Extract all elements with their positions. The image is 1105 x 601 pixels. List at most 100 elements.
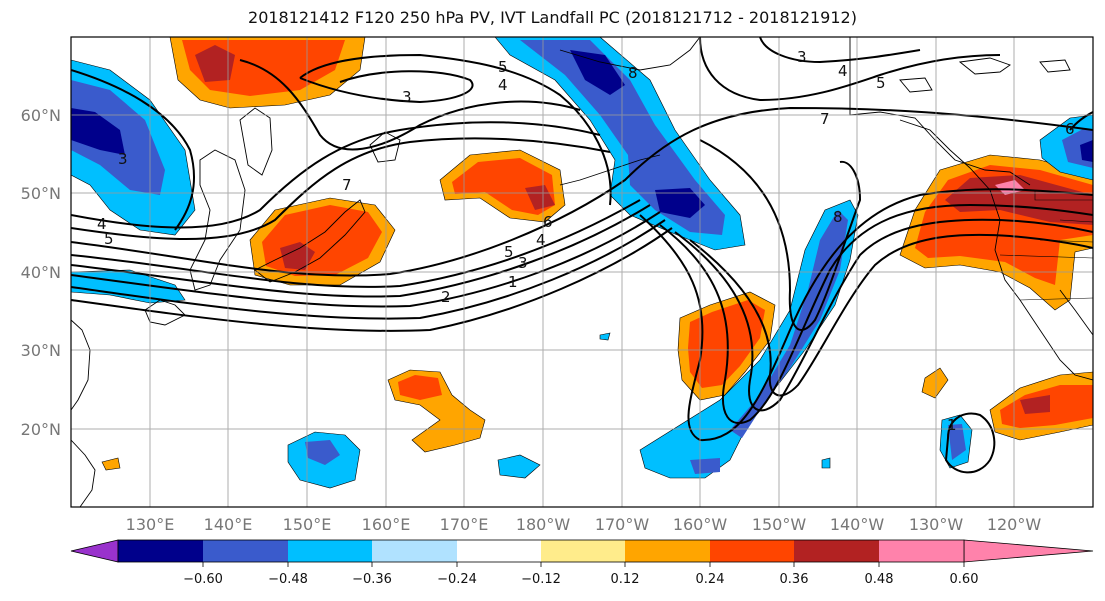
contour-label: 7 [342,176,352,194]
contour-label: 8 [833,208,843,226]
lon-label: 160°E [362,515,411,534]
coastline [899,77,933,93]
contour-line [71,137,611,240]
border-line [1019,297,1093,301]
positive-anomaly [101,457,121,471]
colorbar-tick-label: 0.60 [950,572,979,587]
contour-label: 3 [797,48,807,66]
negative-anomaly [730,210,848,438]
colorbar-tick-label: 0.24 [696,572,725,587]
coastline [958,57,1011,75]
contour-line [759,37,921,64]
colorbar-tick-label: −0.24 [437,572,477,587]
contour-line [71,199,641,288]
contour-line [699,37,1001,102]
contour-label: 8 [628,64,638,82]
positive-anomaly [921,367,949,399]
lat-labels: 60°N 50°N 40°N 30°N 20°N [21,106,61,439]
positive-anomaly [945,175,1093,225]
coastline [189,149,246,291]
contour-label: 3 [402,88,412,106]
positive-anomaly [398,375,442,400]
colorbar-tick-label: −0.48 [268,572,308,587]
lon-label: 150°W [752,515,807,534]
contour-line [699,139,862,331]
colorbar-segment [288,540,372,562]
coastline [239,107,273,176]
negative-anomaly [570,50,625,95]
lon-label: 130°E [126,515,175,534]
lon-labels: 130°E 140°E 150°E 160°E 170°E 180°W 170°… [126,515,1042,534]
colorbar-segment [794,540,879,562]
negative-anomaly [821,457,831,469]
border-line [999,254,1093,259]
contour-line [639,188,1093,442]
coastline [1039,59,1071,73]
negative-anomaly [305,440,340,465]
negative-anomaly [948,424,966,460]
colorbar: −0.60 −0.48 −0.36 −0.24 −0.12 0.12 0.24 … [70,539,1094,587]
colorbar-tick-label: −0.60 [183,572,223,587]
negative-anomaly [71,108,125,155]
contour-label: 4 [838,62,848,80]
colorbar-tick-label: −0.12 [521,572,561,587]
lon-label: 170°E [440,515,489,534]
positive-anomaly [452,158,555,215]
map-frame [70,36,1094,508]
lat-label: 50°N [21,184,61,203]
colorbar-segment [372,540,457,562]
lat-label: 60°N [21,106,61,125]
colorbar-segment [203,540,288,562]
contour-label: 5 [504,243,514,261]
lon-label: 130°W [909,515,964,534]
positive-anomaly [688,300,765,388]
coastline [849,37,1031,186]
coastline [71,439,96,507]
colorbar-extend-min [70,539,119,563]
contour-line [71,69,196,231]
lon-label: 140°E [204,515,253,534]
contour-line [944,412,996,474]
contour-label: 5 [498,58,508,76]
contour-line [71,211,661,308]
colorbar-segment [118,540,203,562]
coastline [144,299,186,326]
contour-label: 6 [1065,120,1075,138]
contour-label: 6 [543,213,553,231]
coastlines [71,37,1093,507]
negative-anomaly [599,332,611,341]
map-title: 2018121412 F120 250 hPa PV, IVT Landfall… [248,8,857,27]
lat-label: 30°N [21,341,61,360]
contour-line [71,204,651,298]
colorbar-tick-label: 0.48 [865,572,894,587]
colorbar-segment [879,540,964,562]
contour-line [689,233,1093,397]
contour-line [239,59,581,151]
lat-label: 20°N [21,420,61,439]
lon-label: 120°W [987,515,1042,534]
negative-anomaly [639,199,859,479]
negative-anomaly [655,188,705,218]
coastline [899,119,1093,381]
gridlines [71,37,1093,507]
colorbar-segment [457,540,541,562]
contour-label: 2 [441,288,451,306]
contour-label: 4 [536,231,546,249]
colorbar-segment [541,540,625,562]
coastline [559,37,701,71]
negative-anomaly [1080,140,1093,162]
coastline [369,131,401,163]
contour-line [71,219,666,320]
contour-line [659,203,1093,425]
lon-label: 180°W [516,515,571,534]
colorbar-extend-max [963,539,1094,563]
coastline [71,319,91,411]
lat-label: 40°N [21,263,61,282]
contour-line [299,53,612,206]
negative-anomaly [690,458,720,474]
colorbar-segment [710,540,794,562]
positive-anomaly [525,185,555,210]
contour-label: 3 [518,254,528,272]
contour-label: 4 [498,76,508,94]
